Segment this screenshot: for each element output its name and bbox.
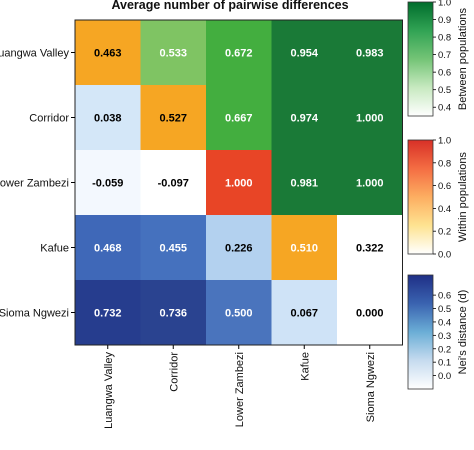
- heatmap-cell: [140, 215, 207, 281]
- cell-value-label: 0.322: [356, 243, 384, 255]
- cell-value-label: 0.463: [94, 48, 122, 60]
- heatmap-cell: [206, 215, 272, 281]
- colorbar-label: Between populations: [457, 7, 469, 110]
- heatmap-cell: [140, 150, 207, 216]
- heatmap-cell: [271, 215, 338, 281]
- heatmap-cell: [271, 280, 338, 346]
- column-labels: Luangwa Valley Corridor Lower Zambezi Kafue…: [103, 345, 377, 429]
- chart-title: Average number of pairwise differences: [111, 0, 349, 12]
- colorbar-label: Within populations: [457, 152, 469, 242]
- column-label-sioma-ngwezi: Sioma Ngwezi: [365, 352, 377, 422]
- heatmap-cell: [140, 85, 207, 151]
- row-label-kafue: Kafue: [40, 243, 69, 255]
- column-label-kafue: Kafue: [299, 352, 311, 381]
- cell-value-label: 0.468: [94, 243, 122, 255]
- heatmap-cell: [75, 20, 141, 86]
- heatmap-cell: [206, 85, 272, 151]
- heatmap-cell: [271, 20, 338, 86]
- colorbar-tick-label: 0.5: [438, 85, 451, 96]
- heatmap-cell: [140, 280, 207, 346]
- column-label-lower-zambezi: Lower Zambezi: [234, 352, 246, 427]
- cell-value-label: 0.500: [225, 308, 253, 320]
- colorbar-label: Nei's distance (d): [457, 290, 469, 375]
- row-labels: Luangwa Valley Corridor Lower Zambezi Kafue…: [0, 48, 75, 320]
- cell-value-label: 0.667: [225, 113, 253, 125]
- cell-value-label: 0.510: [290, 243, 318, 255]
- colorbar-tick-label: 0.6: [438, 181, 451, 192]
- row-label-sioma-ngwezi: Sioma Ngwezi: [0, 308, 69, 320]
- heatmap-cell: [75, 150, 141, 216]
- cell-value-label: 0.533: [159, 48, 187, 60]
- colorbar-tick-label: 0.2: [438, 344, 451, 355]
- heatmap-cell: [140, 20, 207, 86]
- cell-value-label: 1.000: [356, 113, 384, 125]
- colorbar-between-populations: [407, 1, 434, 117]
- colorbar-tick-label: 0.8: [438, 158, 451, 169]
- cell-value-label: -0.059: [92, 178, 123, 190]
- colorbar-tick-label: 0.4: [438, 317, 451, 328]
- cell-value-label: 1.000: [356, 178, 384, 190]
- colorbar-tick-label: 0.4: [438, 204, 451, 215]
- colorbar-within-populations: [407, 139, 434, 255]
- column-label-luangwa-valley: Luangwa Valley: [103, 352, 115, 429]
- cell-value-label: 0.455: [159, 243, 187, 255]
- heatmap-cell: [75, 280, 141, 346]
- heatmap-cell: [271, 85, 338, 151]
- colorbar-tick-label: 0.9: [438, 15, 451, 26]
- cell-value-label: 0.954: [290, 48, 318, 60]
- cell-value-label: 0.981: [290, 178, 318, 190]
- colorbar-tick-label: 0.2: [438, 227, 451, 238]
- cell-value-label: 0.732: [94, 308, 122, 320]
- colorbar-tick-label: 0.3: [438, 331, 451, 342]
- colorbar-tick-label: 0.0: [438, 371, 451, 382]
- colorbars: 1.0 0.9 0.8 0.7 0.6 0.5 0.4 Between populations…: [407, 0, 469, 390]
- cell-value-label: 0.974: [290, 113, 318, 125]
- heatmap-cell: [75, 215, 141, 281]
- heatmap-cell: [206, 150, 272, 216]
- heatmap-cell: [337, 150, 403, 216]
- heatmap-cell: [206, 280, 272, 346]
- column-label-corridor: Corridor: [168, 352, 180, 392]
- heatmap-cells: 0.463 0.533 0.672 0.954 0.983 0.038 0.527 0.667…: [74, 19, 403, 346]
- colorbar-tick-label: 0.1: [438, 358, 451, 369]
- colorbar-tick-label: 0.5: [438, 304, 451, 315]
- colorbar-tick-label: 0.7: [438, 50, 451, 61]
- heatmap-cell: [75, 85, 141, 151]
- cell-value-label: 0.983: [356, 48, 384, 60]
- colorbar-tick-label: 0.6: [438, 291, 451, 302]
- cell-value-label: 0.672: [225, 48, 253, 60]
- cell-value-label: 0.527: [159, 113, 187, 125]
- heatmap-cell: [337, 280, 403, 346]
- cell-value-label: 0.226: [225, 243, 253, 255]
- heatmap-cell: [337, 85, 403, 151]
- heatmap-cell: [271, 150, 338, 216]
- row-label-lower-zambezi: Lower Zambezi: [0, 178, 69, 190]
- colorbar-nei-s-distance-d: [407, 274, 434, 390]
- heatmap-cell: [206, 20, 272, 86]
- colorbar-tick-label: 0.8: [438, 33, 451, 44]
- row-label-luangwa-valley: Luangwa Valley: [0, 48, 69, 60]
- row-label-corridor: Corridor: [29, 113, 69, 125]
- colorbar-tick-label: 1.0: [438, 0, 451, 9]
- cell-value-label: 0.000: [356, 308, 384, 320]
- colorbar-tick-label: 0.6: [438, 68, 451, 79]
- cell-value-label: 1.000: [225, 178, 253, 190]
- cell-value-label: 0.067: [290, 308, 318, 320]
- heatmap-cell: [337, 215, 403, 281]
- cell-value-label: -0.097: [158, 178, 189, 190]
- colorbar-tick-label: 0.0: [438, 250, 451, 261]
- colorbar-tick-label: 0.4: [438, 103, 451, 114]
- colorbar-tick-label: 1.0: [438, 136, 451, 147]
- heatmap-cell: [337, 20, 403, 86]
- cell-value-label: 0.736: [159, 308, 187, 320]
- cell-value-label: 0.038: [94, 113, 122, 125]
